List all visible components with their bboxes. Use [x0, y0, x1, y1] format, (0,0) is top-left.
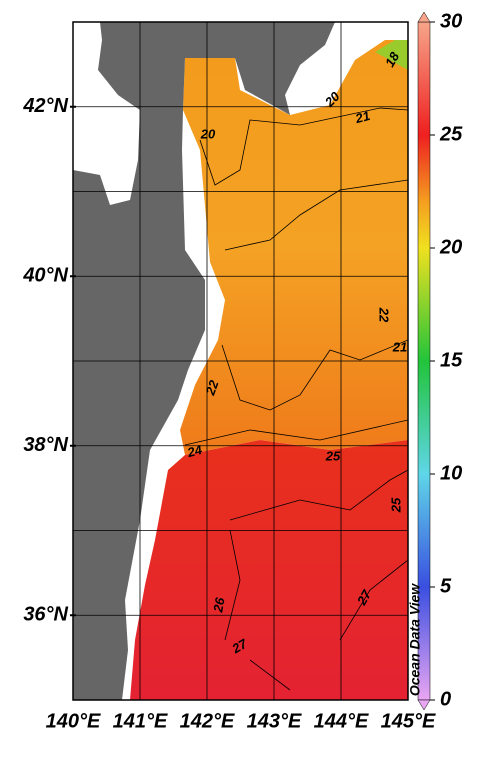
colorbar-arrow — [417, 699, 431, 711]
strait — [73, 22, 140, 205]
colorbar-label: 5 — [440, 575, 452, 597]
warm-region — [180, 40, 408, 455]
contour-label: 25 — [388, 497, 403, 513]
x-tick-label: 144°E — [314, 710, 369, 732]
contour-label: 27 — [229, 636, 251, 657]
contours — [184, 107, 408, 691]
x-tick-label: 143°E — [247, 710, 302, 732]
colorbar-arrow — [417, 11, 431, 23]
colorbar-label: 10 — [440, 462, 462, 484]
contour-label: 27 — [353, 587, 374, 609]
x-tick-label: 142°E — [180, 710, 235, 732]
x-tick-label: 145°E — [381, 710, 436, 732]
contour-label: 22 — [377, 307, 392, 323]
contour-label: 26 — [210, 596, 228, 615]
watermark: Ocean Data View — [407, 583, 423, 696]
contour-label: 25 — [325, 448, 341, 463]
y-tick-label: 38°N — [23, 434, 68, 456]
y-tick-label: 36°N — [23, 604, 68, 626]
contour-label: 21 — [353, 108, 372, 126]
contour-label: 21 — [392, 339, 407, 354]
y-tick-label: 42°N — [22, 95, 68, 117]
colorbar-label: 20 — [439, 236, 462, 258]
x-tick-label: 141°E — [113, 710, 168, 732]
cool-patch — [375, 40, 408, 70]
colorbar-label: 25 — [439, 123, 463, 145]
contour-label: 22 — [202, 378, 222, 398]
colorbar-label: 30 — [440, 10, 462, 32]
x-tick-label: 140°E — [46, 710, 101, 732]
contour-label: 24 — [185, 442, 205, 461]
hot-region — [130, 440, 408, 700]
contour-label: 20 — [200, 126, 216, 141]
colorbar-label: 15 — [440, 349, 463, 371]
y-tick-label: 40°N — [22, 265, 68, 287]
colorbar-label: 0 — [440, 688, 451, 710]
